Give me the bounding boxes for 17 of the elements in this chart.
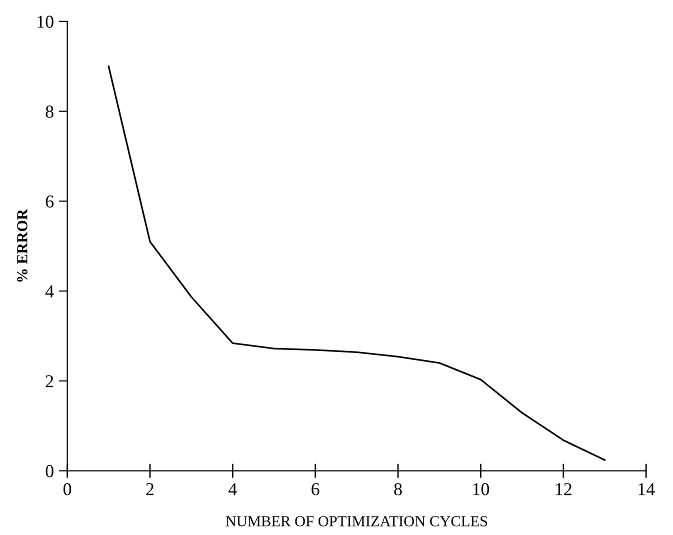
y-tick-label: 10 <box>38 16 54 28</box>
x-tick-label: 12 <box>556 483 572 496</box>
x-tick-label: 0 <box>63 483 72 496</box>
y-tick-label: 4 <box>45 285 54 298</box>
y-tick-label: 8 <box>46 106 54 118</box>
x-tick-label: 14 <box>638 483 655 496</box>
x-tick-label: 10 <box>473 483 490 496</box>
line-series <box>108 66 606 461</box>
y-tick-label: 6 <box>46 195 54 208</box>
x-tick-label: 4 <box>228 483 237 496</box>
y-tick-label: 2 <box>46 375 54 388</box>
x-tick-label: 2 <box>146 483 154 496</box>
x-tick-label: 6 <box>312 483 320 496</box>
x-axis-title: NUMBER OF OPTIMIZATION CYCLES <box>226 516 488 526</box>
y-tick-label: 0 <box>46 465 54 478</box>
x-tick-label: 8 <box>394 483 402 496</box>
y-axis-title: % ERROR <box>17 208 28 282</box>
